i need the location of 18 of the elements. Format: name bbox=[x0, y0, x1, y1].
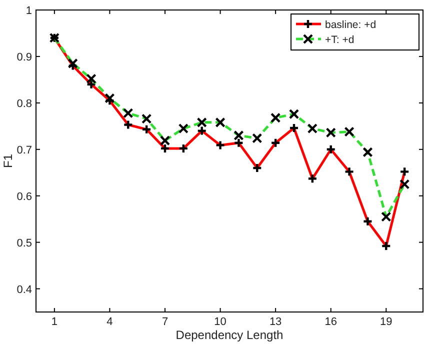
y-tick-label: 0.4 bbox=[16, 284, 32, 296]
x-tick-label: 10 bbox=[214, 316, 226, 328]
legend-label: basline: +d bbox=[325, 19, 376, 31]
x-tick-label: 7 bbox=[162, 316, 168, 328]
y-tick-label: 0.5 bbox=[16, 237, 32, 250]
y-tick-label: 0.6 bbox=[16, 190, 32, 203]
x-axis-title: Dependency Length bbox=[176, 328, 284, 342]
y-axis-title: F1 bbox=[1, 154, 15, 168]
x-tick-label: 13 bbox=[269, 316, 282, 328]
x-tick-label: 1 bbox=[51, 316, 58, 328]
legend-label: +T: +d bbox=[325, 34, 354, 46]
y-tick-label: 0.9 bbox=[16, 51, 32, 64]
x-tick-label: 16 bbox=[324, 316, 337, 328]
x-tick-label: 19 bbox=[380, 316, 392, 328]
x-tick-label: 4 bbox=[106, 316, 113, 328]
y-tick-label: 0.8 bbox=[16, 98, 32, 110]
y-tick-label: 0.7 bbox=[16, 144, 32, 156]
y-tick-label: 1 bbox=[26, 5, 32, 17]
